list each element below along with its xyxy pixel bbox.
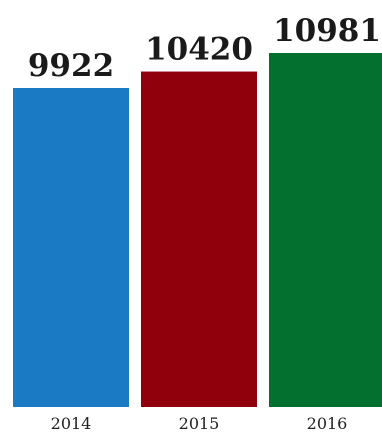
bar-2015 xyxy=(141,71,257,407)
value-labels-group: 9922 10420 10981 xyxy=(28,13,381,84)
x-tick-label-2014: 2014 xyxy=(51,414,92,433)
bars-group xyxy=(13,53,382,407)
value-label-2015: 10420 xyxy=(145,32,253,68)
value-label-2016: 10981 xyxy=(273,13,381,49)
x-axis-tick-labels: 2014 2015 2016 xyxy=(51,414,348,433)
x-tick-label-2015: 2015 xyxy=(179,414,220,433)
x-tick-label-2016: 2016 xyxy=(307,414,348,433)
value-label-2014: 9922 xyxy=(28,48,114,84)
bar-2016 xyxy=(269,53,382,407)
bar-2014 xyxy=(13,88,129,407)
